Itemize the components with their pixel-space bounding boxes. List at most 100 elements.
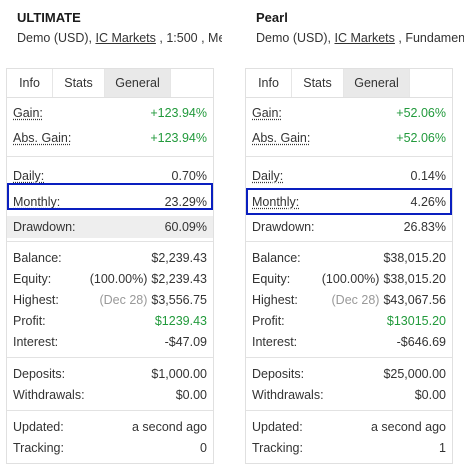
left-highest-row: Highest: (Dec 28) $3,556.75 (7, 290, 213, 310)
left-tracking-label: Tracking: (13, 441, 64, 455)
left-divider-3 (7, 357, 213, 358)
left-profit-label: Profit: (13, 314, 46, 328)
right-profit-label: Profit: (252, 314, 285, 328)
right-monthly-label[interactable]: Monthly: (252, 195, 300, 209)
right-equity-label: Equity: (252, 272, 291, 286)
right-updated-label: Updated: (252, 420, 303, 434)
left-equity-label: Equity: (13, 272, 52, 286)
left-divider-2 (7, 241, 213, 242)
right-broker-link[interactable]: IC Markets (334, 31, 395, 45)
left-stats-card: Info Stats General Gain: +123.94% Abs. Ga… (6, 68, 214, 464)
left-gain-label[interactable]: Gain: (13, 106, 43, 120)
left-monthly-row: Monthly: 23.29% (7, 192, 213, 212)
right-interest-label: Interest: (252, 335, 298, 349)
left-deposits-value: $1,000.00 (151, 367, 207, 381)
right-drawdown-value: 26.83% (403, 220, 446, 234)
left-tracking-row: Tracking: 0 (7, 438, 213, 458)
left-balance-value: $2,239.43 (151, 251, 207, 265)
left-tab-bar: Info Stats General (7, 69, 213, 97)
left-tab-stats[interactable]: Stats (53, 69, 105, 97)
left-divider-1 (7, 156, 213, 157)
left-equity-percent: (100.00%) (89, 272, 148, 286)
left-monthly-highlight (7, 183, 213, 210)
right-tab-bar: Info Stats General (246, 69, 452, 97)
right-gain-label[interactable]: Gain: (252, 106, 282, 120)
left-withdrawals-value: $0.00 (175, 388, 207, 402)
right-updated-value: a second ago (370, 420, 446, 434)
left-deposits-label: Deposits: (13, 367, 66, 381)
right-deposits-value: $25,000.00 (383, 367, 446, 381)
left-daily-label[interactable]: Daily: (13, 169, 45, 183)
left-updated-value: a second ago (131, 420, 207, 434)
right-gain-row: Gain: +52.06% (246, 103, 452, 123)
right-account-details: Demo (USD), IC Markets , Fundamental (256, 31, 464, 45)
right-divider-2 (246, 241, 452, 242)
right-balance-value: $38,015.20 (383, 251, 446, 265)
right-tab-info[interactable]: Info (246, 69, 292, 97)
right-drawdown-row: Drawdown: 26.83% (246, 217, 452, 237)
right-deposits-label: Deposits: (252, 367, 305, 381)
left-tracking-value: 0 (200, 441, 207, 455)
left-withdrawals-row: Withdrawals: $0.00 (7, 385, 213, 405)
right-account-type: Demo (USD), (256, 31, 335, 45)
left-interest-label: Interest: (13, 335, 59, 349)
left-updated-label: Updated: (13, 420, 64, 434)
left-abs-gain-label[interactable]: Abs. Gain: (13, 131, 72, 145)
right-stats-card: Info Stats General Gain: +52.06% Abs. Gai… (245, 68, 453, 464)
right-daily-row: Daily: 0.14% (246, 166, 452, 186)
right-tab-divider (246, 97, 452, 98)
right-daily-label[interactable]: Daily: (252, 169, 284, 183)
left-daily-row: Daily: 0.70% (7, 166, 213, 186)
right-abs-gain-value: +52.06% (396, 131, 446, 145)
left-gain-row: Gain: +123.94% (7, 103, 213, 123)
right-tab-stats[interactable]: Stats (292, 69, 344, 97)
left-abs-gain-row: Abs. Gain: +123.94% (7, 128, 213, 148)
left-drawdown-row: Drawdown: 60.09% (7, 216, 213, 238)
left-updated-row: Updated: a second ago (7, 417, 213, 437)
right-interest-value: -$646.69 (396, 335, 446, 349)
left-daily-value: 0.70% (171, 169, 207, 183)
left-tab-general[interactable]: General (105, 69, 171, 97)
left-account-details: Demo (USD), IC Markets , 1:500 , MetaT (17, 31, 222, 45)
right-tracking-row: Tracking: 1 (246, 438, 452, 458)
right-monthly-highlight (246, 188, 452, 215)
right-equity-value: $38,015.20 (383, 272, 446, 286)
right-highest-label: Highest: (252, 293, 298, 307)
left-tab-info[interactable]: Info (7, 69, 53, 97)
right-tracking-value: 1 (439, 441, 446, 455)
left-interest-value: -$47.09 (164, 335, 207, 349)
left-equity-value: $2,239.43 (151, 272, 207, 286)
left-balance-label: Balance: (13, 251, 62, 265)
right-equity-row: Equity: (100.00%) $38,015.20 (246, 269, 452, 289)
right-divider-3 (246, 357, 452, 358)
right-drawdown-label: Drawdown: (252, 220, 315, 234)
right-gain-value: +52.06% (396, 106, 446, 120)
right-divider-4 (246, 410, 452, 411)
left-monthly-label[interactable]: Monthly: (13, 195, 61, 209)
right-monthly-row: Monthly: 4.26% (246, 192, 452, 212)
left-profit-row: Profit: $1239.43 (7, 311, 213, 331)
right-abs-gain-label[interactable]: Abs. Gain: (252, 131, 311, 145)
left-interest-row: Interest: -$47.09 (7, 332, 213, 352)
right-daily-value: 0.14% (410, 169, 446, 183)
left-abs-gain-value: +123.94% (150, 131, 207, 145)
right-tab-general[interactable]: General (344, 69, 410, 97)
left-broker-link[interactable]: IC Markets (95, 31, 156, 45)
left-tab-divider (7, 97, 213, 98)
left-account-name: ULTIMATE (17, 10, 81, 25)
right-divider-1 (246, 156, 452, 157)
right-account-extra: , Fundamental (398, 31, 464, 45)
left-account-type: Demo (USD), (17, 31, 96, 45)
right-highest-value: $43,067.56 (383, 293, 446, 307)
left-drawdown-value: 60.09% (164, 220, 207, 234)
left-monthly-value: 23.29% (164, 195, 207, 209)
right-deposits-row: Deposits: $25,000.00 (246, 364, 452, 384)
left-deposits-row: Deposits: $1,000.00 (7, 364, 213, 384)
right-equity-percent: (100.00%) (321, 272, 380, 286)
right-account-header: Pearl Demo (USD), IC Markets , Fundament… (245, 0, 464, 58)
right-withdrawals-row: Withdrawals: $0.00 (246, 385, 452, 405)
left-balance-row: Balance: $2,239.43 (7, 248, 213, 268)
right-withdrawals-value: $0.00 (414, 388, 446, 402)
right-highest-row: Highest: (Dec 28) $43,067.56 (246, 290, 452, 310)
right-interest-row: Interest: -$646.69 (246, 332, 452, 352)
